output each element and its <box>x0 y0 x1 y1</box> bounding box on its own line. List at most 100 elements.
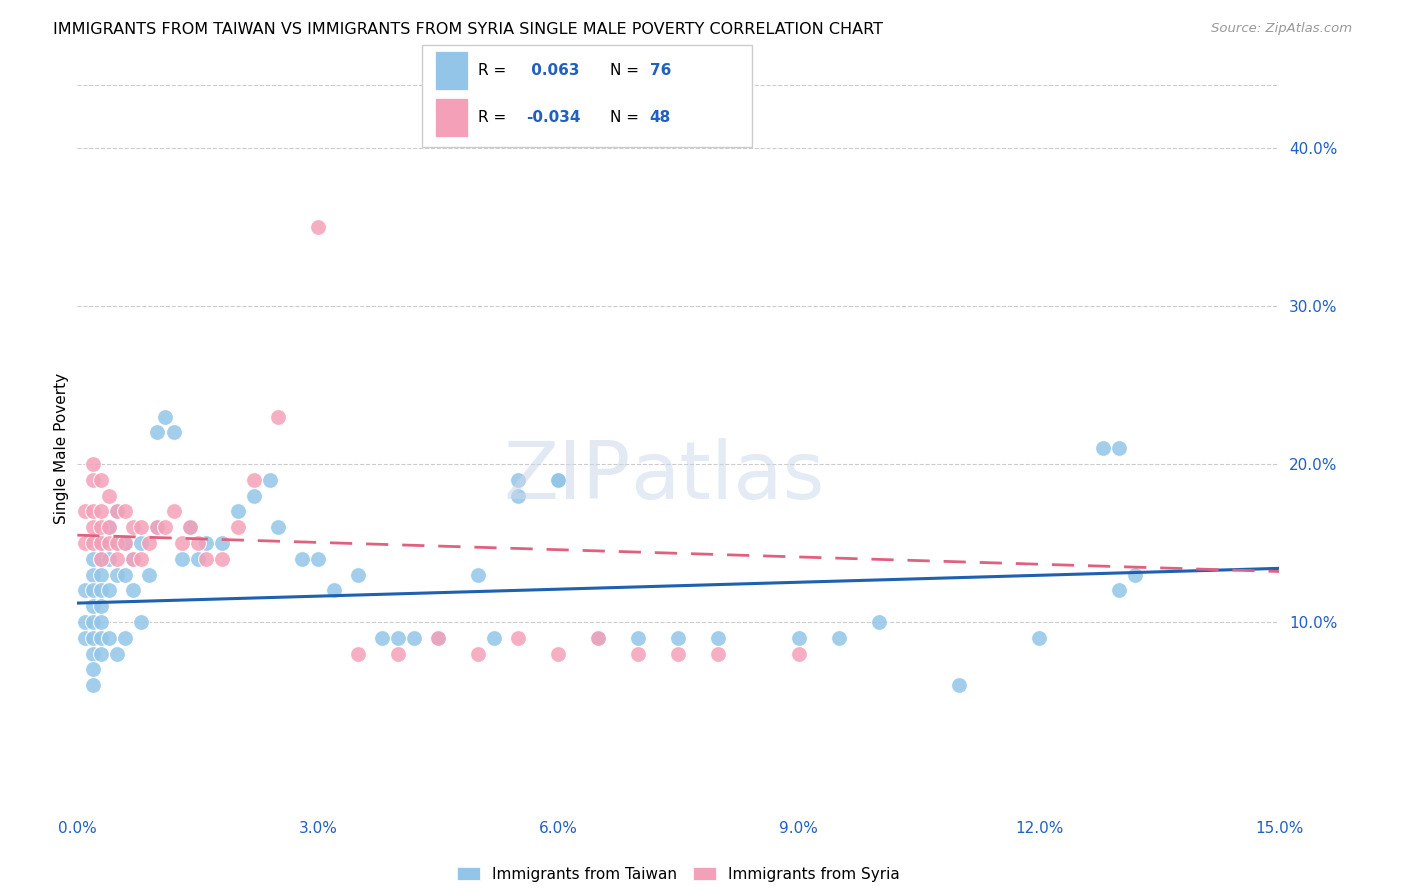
Point <box>211 552 233 566</box>
Point <box>162 425 184 440</box>
Point <box>90 504 112 518</box>
Point <box>82 520 104 534</box>
Point <box>787 647 810 661</box>
Point <box>98 631 121 645</box>
Point <box>82 583 104 598</box>
Point <box>122 520 145 534</box>
Point <box>82 457 104 471</box>
Point <box>387 631 409 645</box>
Point <box>194 552 217 566</box>
Point <box>1123 567 1146 582</box>
Point <box>114 567 136 582</box>
Point <box>402 631 425 645</box>
Point <box>226 504 249 518</box>
Point <box>187 552 209 566</box>
Point <box>155 520 177 534</box>
Point <box>259 473 281 487</box>
Point <box>170 536 193 550</box>
Point <box>107 536 129 550</box>
Point <box>90 583 112 598</box>
Point <box>131 536 153 550</box>
Point <box>427 631 450 645</box>
Text: 76: 76 <box>650 63 671 78</box>
Point <box>98 552 121 566</box>
Point <box>114 536 136 550</box>
Point <box>90 552 112 566</box>
Point <box>1028 631 1050 645</box>
Point <box>707 631 730 645</box>
Point <box>107 504 129 518</box>
Point <box>387 647 409 661</box>
Text: Source: ZipAtlas.com: Source: ZipAtlas.com <box>1212 22 1353 36</box>
Point <box>226 520 249 534</box>
Point <box>90 536 112 550</box>
Point <box>828 631 851 645</box>
Point <box>90 647 112 661</box>
Point <box>98 489 121 503</box>
Point <box>267 520 290 534</box>
Point <box>467 647 489 661</box>
Point <box>1108 442 1130 456</box>
Point <box>242 489 264 503</box>
Point <box>307 219 329 234</box>
Point <box>138 567 160 582</box>
Text: N =: N = <box>610 63 640 78</box>
Point <box>114 631 136 645</box>
Point <box>187 536 209 550</box>
Point <box>131 552 153 566</box>
Point <box>114 504 136 518</box>
Text: N =: N = <box>610 111 640 126</box>
Point <box>322 583 344 598</box>
Y-axis label: Single Male Poverty: Single Male Poverty <box>53 373 69 524</box>
FancyBboxPatch shape <box>422 45 752 147</box>
Point <box>427 631 450 645</box>
Point <box>707 647 730 661</box>
Point <box>122 552 145 566</box>
Point <box>107 504 129 518</box>
Point <box>90 536 112 550</box>
Point <box>179 520 201 534</box>
Point <box>347 647 370 661</box>
Point <box>668 647 690 661</box>
Point <box>90 599 112 614</box>
Text: -0.034: -0.034 <box>526 111 581 126</box>
Point <box>307 552 329 566</box>
Point <box>82 552 104 566</box>
Point <box>162 504 184 518</box>
Point <box>508 631 530 645</box>
Point <box>82 536 104 550</box>
Point <box>547 473 569 487</box>
Point <box>82 647 104 661</box>
Point <box>75 536 97 550</box>
Point <box>131 520 153 534</box>
Point <box>75 615 97 629</box>
Point <box>291 552 314 566</box>
Point <box>146 520 169 534</box>
Text: 48: 48 <box>650 111 671 126</box>
Point <box>82 599 104 614</box>
Point <box>107 567 129 582</box>
Point <box>547 647 569 661</box>
Point <box>347 567 370 582</box>
Point <box>371 631 394 645</box>
Point <box>155 409 177 424</box>
Point <box>98 536 121 550</box>
Point <box>82 567 104 582</box>
Point <box>138 536 160 550</box>
Point <box>1108 583 1130 598</box>
Point <box>547 473 569 487</box>
Point <box>588 631 610 645</box>
Point <box>627 647 650 661</box>
Point <box>90 567 112 582</box>
Point <box>98 583 121 598</box>
Point <box>82 504 104 518</box>
Point <box>75 504 97 518</box>
Point <box>122 552 145 566</box>
FancyBboxPatch shape <box>434 51 468 90</box>
Point <box>146 520 169 534</box>
Point <box>948 678 970 692</box>
Point <box>1092 442 1115 456</box>
Point <box>107 536 129 550</box>
Point <box>82 615 104 629</box>
Point <box>82 473 104 487</box>
